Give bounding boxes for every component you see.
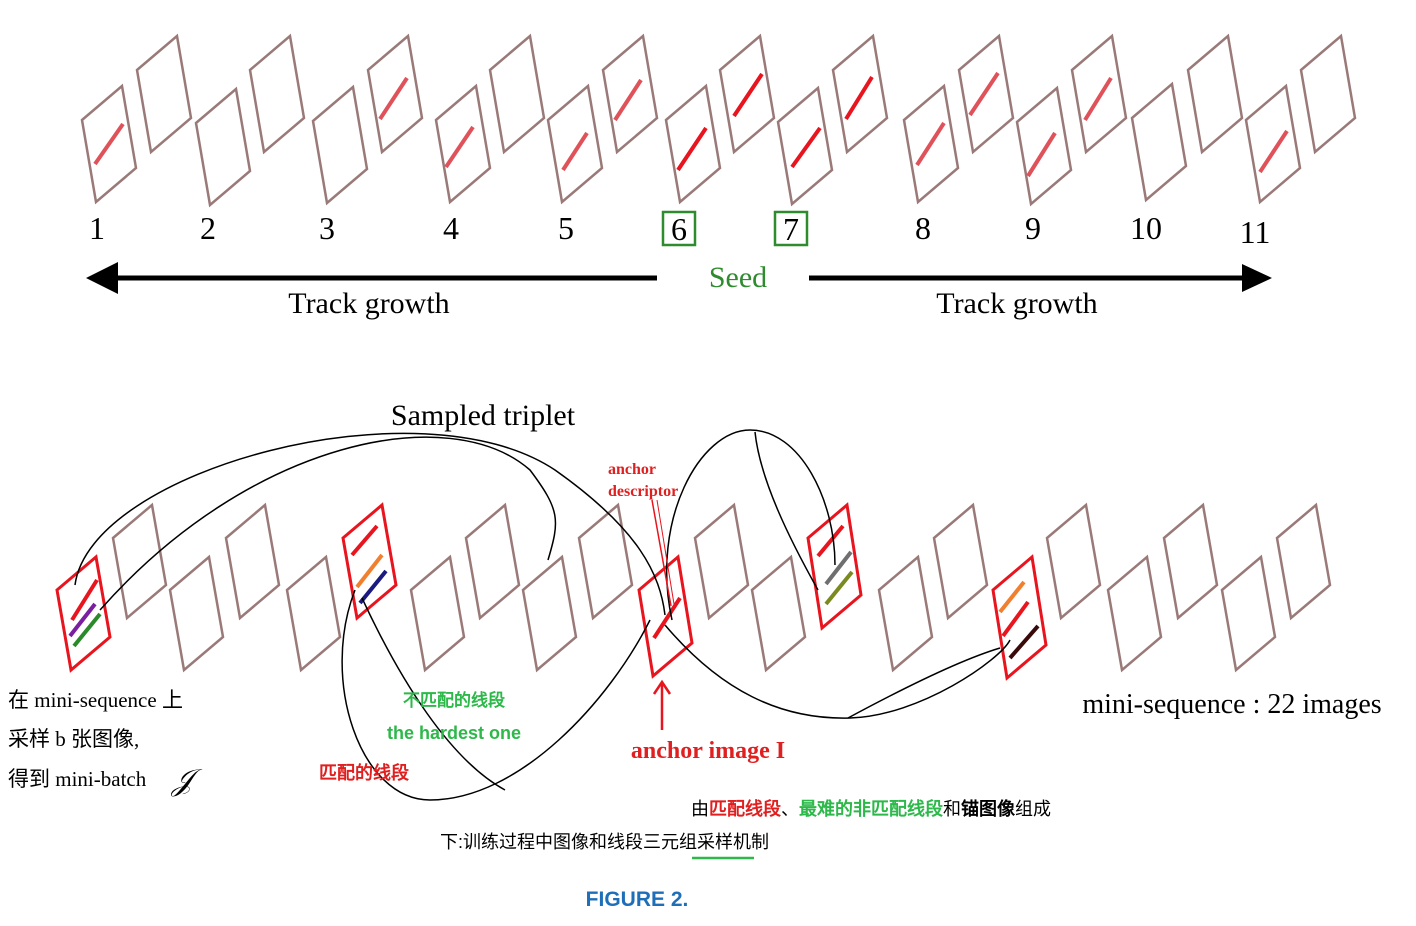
line-segment [350, 524, 379, 557]
seed-label: Seed [709, 261, 767, 294]
line-segment [1258, 129, 1289, 174]
anchor-frame [637, 554, 694, 679]
frame-number-7: 7 [783, 211, 799, 247]
frame-number-5: 5 [558, 210, 574, 246]
frame-8 [902, 83, 960, 205]
anchor-descriptor-label-1: anchor [608, 461, 656, 478]
frame-2 [194, 86, 252, 208]
anchor-line-segment [652, 596, 682, 640]
line-segment [444, 125, 475, 169]
frame-number-11: 11 [1240, 214, 1271, 250]
top-frames [80, 33, 1357, 208]
anchor-descriptor-label-2: descriptor [608, 483, 678, 500]
triplet-curves [74, 429, 1011, 801]
frame-number-6: 6 [671, 211, 687, 247]
frame-number-3: 3 [319, 210, 335, 246]
left-note-line-1: 在 mini-sequence 上 [8, 688, 183, 712]
track-growth-left-label: Track growth [288, 287, 449, 320]
selected-frame [806, 502, 863, 631]
frame-5 [546, 83, 604, 205]
selected-frame [341, 502, 398, 621]
frame-number-8: 8 [915, 210, 931, 246]
frame-4 [434, 83, 492, 205]
left-note-line-2: 采样 b 张图像, [8, 727, 139, 751]
frame-number-10: 10 [1130, 210, 1162, 246]
line-segment [1083, 76, 1113, 122]
line-segment [358, 569, 388, 605]
frame-11 [1244, 83, 1302, 205]
frame-3 [311, 84, 369, 206]
frame-7 [776, 85, 834, 207]
line-segment [1026, 131, 1057, 178]
frame-number-1: 1 [89, 210, 105, 246]
hardest-label: the hardest one [387, 723, 521, 743]
mechanism-caption: 下:训练过程中图像和线段三元组采样机制 [440, 832, 769, 852]
frame-number-9: 9 [1025, 210, 1041, 246]
line-segment [676, 126, 708, 172]
nonmatch-label: 不匹配的线段 [403, 690, 505, 710]
composition-caption: 由匹配线段、最难的非匹配线段和锚图像组成 [691, 798, 1051, 819]
line-segment [824, 570, 854, 606]
seed-box-7 [773, 210, 809, 247]
line-segment [824, 550, 853, 586]
line-segment [378, 76, 409, 121]
line-segment [561, 131, 589, 172]
anchor-descriptor-pointer [651, 499, 672, 607]
bottom-frames [55, 502, 1332, 681]
line-segment [844, 75, 874, 121]
line-segment [816, 524, 845, 558]
frame-6 [664, 83, 722, 205]
selected-frame [991, 554, 1048, 681]
line-segment [1008, 624, 1040, 660]
left-note-line-3: 得到 mini-batch [8, 767, 147, 791]
line-segment [355, 553, 384, 589]
line-segment [998, 580, 1026, 614]
frame-number-4: 4 [443, 210, 459, 246]
line-segment [93, 122, 125, 166]
line-segment [968, 71, 1000, 117]
track-growth-right-label: Track growth [936, 287, 1097, 320]
frame-1 [80, 83, 138, 205]
sampled-triplet-label: Sampled triplet [391, 399, 576, 432]
frame-number-2: 2 [200, 210, 216, 246]
frame-10 [1130, 81, 1188, 203]
match-label: 匹配的线段 [319, 762, 410, 783]
frame-9 [1015, 85, 1073, 207]
figure-label: FIGURE 2. [586, 888, 689, 911]
selected-frame [55, 554, 112, 673]
anchor-image-label: anchor image I [631, 738, 785, 764]
line-segment [613, 78, 643, 122]
line-segment [790, 126, 822, 169]
line-segment [732, 72, 764, 118]
line-segment [68, 602, 97, 638]
seed-box-6 [661, 210, 697, 247]
frame-numbers: 1 2 3 4 5 6 7 8 9 10 11 [89, 210, 1270, 250]
line-segment [1001, 600, 1030, 638]
line-segment [70, 578, 99, 622]
mini-sequence-label: mini-sequence : 22 images [1082, 689, 1381, 720]
mini-batch-symbol: 𝒥 [170, 764, 203, 797]
line-segment [915, 121, 946, 167]
line-segment [72, 612, 102, 648]
